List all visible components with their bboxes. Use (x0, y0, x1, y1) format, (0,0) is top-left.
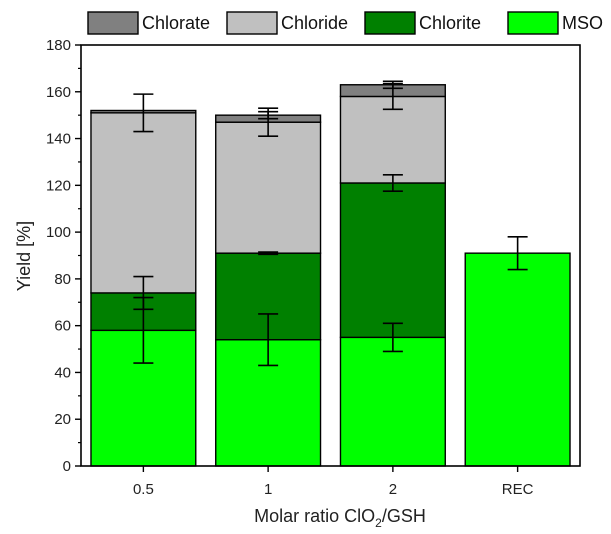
errorbar-chlorite-2 (382, 174, 403, 192)
x-tick-label-REC: REC (502, 481, 534, 498)
y-axis-label: Yield [%] (14, 221, 34, 291)
legend-swatch-chlorite (364, 11, 416, 35)
axes: 0.5 1 2 REC 0 20 40 60 80 100 120 140 160 180 (46, 37, 581, 498)
errorbar-chlorate-1 (258, 110, 279, 120)
errorbar-chlorite-0.5 (133, 275, 154, 311)
y-tick-label-80: 80 (54, 271, 71, 288)
y-tick-label-60: 60 (54, 318, 71, 335)
legend-label-chloride: Chloride (281, 13, 348, 33)
x-tick-label-1: 1 (264, 481, 272, 498)
errorbar-mso-REC (507, 235, 528, 271)
bars (90, 84, 571, 467)
legend-item-chloride: Chloride (226, 11, 348, 35)
legend-label-mso: MSO (562, 13, 603, 33)
y-tick-label-160: 160 (46, 84, 71, 101)
y-tick-label-40: 40 (54, 364, 71, 381)
legend-item-chlorite: Chlorite (364, 11, 481, 35)
errorbar-chlorate-2 (382, 80, 403, 90)
legend: Chlorate Chloride Chlorite MSO (87, 11, 603, 35)
legend-swatch-mso (507, 11, 559, 35)
y-tick-label-120: 120 (46, 177, 71, 194)
y-tick-label-180: 180 (46, 37, 71, 54)
bar-mso-2 (339, 336, 446, 467)
x-tick-label-2: 2 (389, 481, 397, 498)
bar-mso-REC (464, 252, 571, 467)
errorbar-chloride-0.5 (133, 93, 154, 133)
x-tick-label-0.5: 0.5 (133, 481, 154, 498)
bar-chlorite-2 (339, 182, 446, 339)
error-bars (133, 80, 528, 367)
bar-chloride-0.5 (90, 112, 197, 294)
errorbar-mso-1 (258, 313, 279, 367)
y-tick-label-100: 100 (46, 224, 71, 241)
legend-label-chlorite: Chlorite (419, 13, 481, 33)
legend-item-mso: MSO (507, 11, 603, 35)
bar-chloride-1 (215, 121, 322, 254)
errorbar-mso-2 (382, 322, 403, 353)
errorbar-chlorite-1 (258, 251, 279, 256)
y-tick-label-20: 20 (54, 411, 71, 428)
x-axis-label: Molar ratio ClO2/GSH (254, 506, 426, 530)
y-tick-label-0: 0 (63, 458, 71, 475)
legend-label-chlorate: Chlorate (142, 13, 210, 33)
legend-swatch-chlorate (87, 11, 139, 35)
legend-item-chlorate: Chlorate (87, 11, 210, 35)
y-tick-label-140: 140 (46, 131, 71, 148)
legend-swatch-chloride (226, 11, 278, 35)
